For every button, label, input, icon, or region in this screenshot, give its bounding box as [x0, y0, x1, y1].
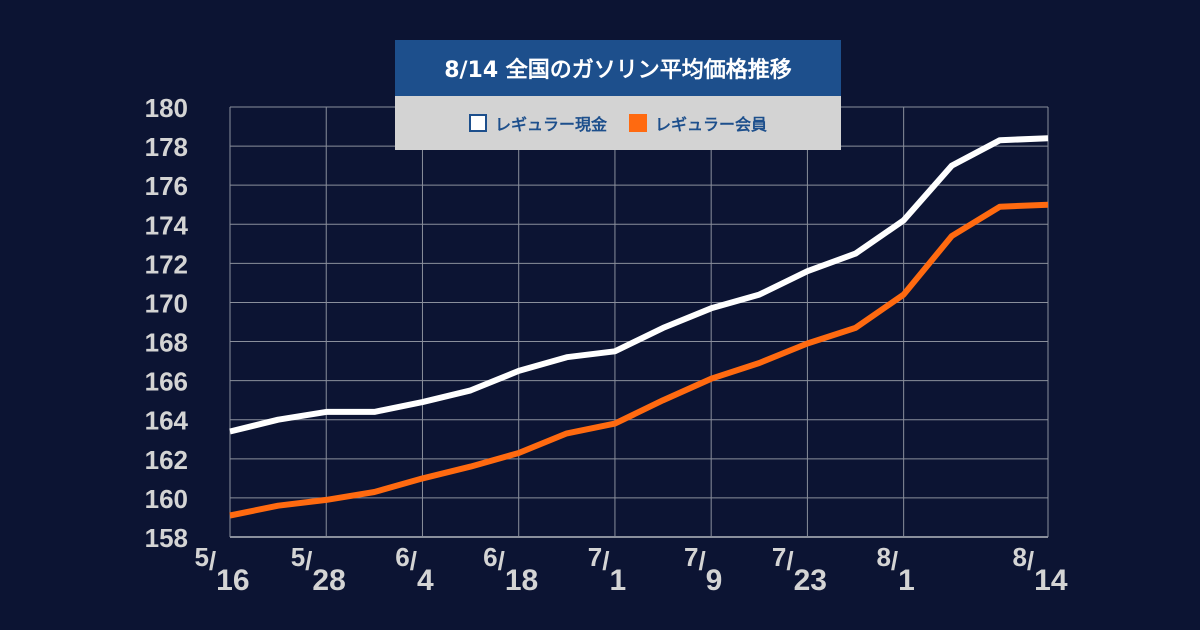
- y-tick-label-168: 168: [145, 328, 188, 358]
- series-line-0: [229, 135, 1049, 435]
- y-tick-label-166: 166: [145, 367, 188, 397]
- y-tick-label-170: 170: [145, 288, 188, 318]
- x-tick-label-3: 6/18: [483, 542, 538, 597]
- y-tick-label-176: 176: [145, 171, 188, 201]
- y-tick-label-158: 158: [145, 523, 188, 553]
- y-tick-label-174: 174: [145, 210, 189, 240]
- legend-label-member: レギュラー会員: [655, 115, 768, 134]
- legend-label-cash: レギュラー現金: [494, 115, 607, 134]
- series-line-1: [229, 201, 1049, 519]
- legend-swatch-member: [629, 114, 647, 132]
- y-tick-label-160: 160: [145, 484, 188, 514]
- y-tick-label-180: 180: [145, 93, 188, 123]
- x-tick-label-2: 6/4: [395, 542, 434, 597]
- legend-swatch-cash: [468, 114, 487, 132]
- x-tick-label-7: 8/1: [876, 542, 914, 597]
- legend-item-member: レギュラー会員: [629, 111, 767, 135]
- y-tick-label-164: 164: [145, 406, 189, 436]
- legend: レギュラー現金 レギュラー会員: [395, 96, 841, 150]
- x-tick-label-0: 5/16: [194, 542, 249, 597]
- chart-title-box: 8/14 全国のガソリン平均価格推移: [395, 40, 841, 96]
- x-tick-label-1: 5/28: [291, 542, 346, 597]
- x-tick-label-4: 7/1: [588, 542, 626, 597]
- chart-title: 8/14 全国のガソリン平均価格推移: [444, 58, 792, 83]
- x-tick-label-8: 8/14: [1012, 542, 1067, 597]
- y-tick-label-172: 172: [145, 249, 188, 279]
- y-tick-label-162: 162: [145, 445, 188, 475]
- x-tick-label-6: 7/23: [772, 542, 827, 597]
- x-tick-label-5: 7/9: [684, 542, 722, 597]
- y-tick-label-178: 178: [145, 132, 188, 162]
- legend-item-cash: レギュラー現金: [468, 111, 607, 135]
